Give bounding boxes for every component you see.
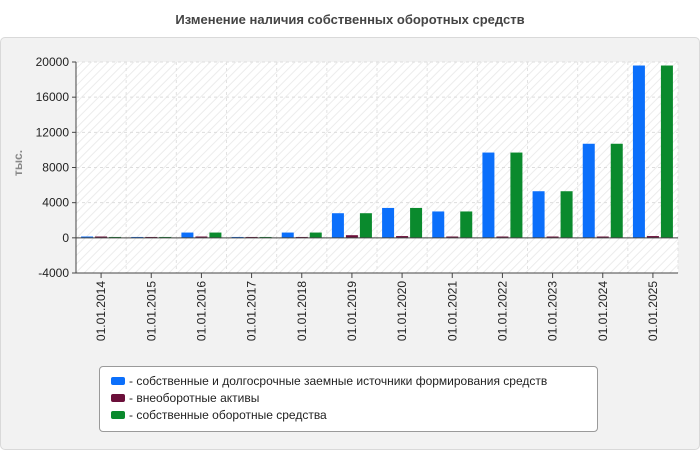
x-tick-label: 01.01.2025	[646, 281, 660, 341]
x-tick-label: 01.01.2016	[194, 281, 208, 341]
y-tick-labels: -4000 0 4000 8000 12000 16000 20000	[36, 55, 76, 280]
bar-series-3[interactable]	[610, 143, 623, 238]
legend-swatch-working-capital	[111, 411, 125, 419]
legend: - собственные и долгосрочные заемные ист…	[99, 366, 598, 432]
x-tick-label: 01.01.2020	[395, 281, 409, 341]
x-tick-label: 01.01.2023	[546, 281, 560, 341]
bar-series-1[interactable]	[81, 236, 94, 238]
bar-series-2[interactable]	[546, 236, 559, 238]
y-tick-label: 8000	[42, 161, 69, 175]
bar-series-1[interactable]	[432, 211, 445, 238]
x-tick-label: 01.01.2021	[445, 281, 459, 341]
bar-series-1[interactable]	[331, 213, 344, 238]
legend-label: - собственные и долгосрочные заемные ист…	[129, 374, 548, 388]
bar-series-2[interactable]	[446, 236, 459, 238]
y-tick-label: 20000	[36, 55, 70, 69]
bar-series-1[interactable]	[382, 207, 395, 238]
bar-series-3[interactable]	[560, 191, 573, 238]
bar-series-3[interactable]	[359, 213, 372, 238]
y-tick-label: 16000	[36, 90, 70, 104]
bar-series-2[interactable]	[596, 236, 609, 238]
chart-title: Изменение наличия собственных оборотных …	[175, 12, 525, 27]
y-axis-label: тыс.	[11, 150, 25, 176]
bar-series-1[interactable]	[181, 232, 194, 238]
x-tick-label: 01.01.2018	[295, 281, 309, 341]
bar-series-2[interactable]	[396, 236, 409, 238]
x-tick-label: 01.01.2019	[345, 281, 359, 341]
bar-series-group	[81, 65, 673, 238]
bar-series-2[interactable]	[345, 235, 358, 238]
legend-item-sources[interactable]: - собственные и долгосрочные заемные ист…	[100, 374, 597, 391]
x-tick-label: 01.01.2024	[596, 281, 610, 341]
bar-series-1[interactable]	[482, 152, 495, 238]
bar-series-3[interactable]	[410, 207, 423, 238]
x-tick-label: 01.01.2015	[144, 281, 158, 341]
bar-series-2[interactable]	[195, 236, 208, 238]
x-tick-label: 01.01.2017	[245, 281, 259, 341]
y-tick-label: 12000	[36, 125, 70, 139]
legend-item-noncurrent-assets[interactable]: - внеоборотные активы	[100, 391, 597, 408]
y-tick-label: -4000	[38, 266, 69, 280]
legend-swatch-noncurrent-assets	[111, 394, 125, 402]
bar-series-2[interactable]	[646, 236, 659, 238]
x-tick-label: 01.01.2022	[495, 281, 509, 341]
bar-series-2[interactable]	[95, 236, 108, 238]
legend-item-working-capital[interactable]: - собственные оборотные средства	[100, 408, 597, 425]
legend-label: - собственные оборотные средства	[129, 408, 327, 422]
bar-series-1[interactable]	[281, 232, 294, 238]
legend-label: - внеоборотные активы	[129, 391, 260, 405]
x-tick-labels: 01.01.2014 01.01.2015 01.01.2016 01.01.2017…	[94, 273, 660, 341]
bar-series-3[interactable]	[510, 152, 523, 238]
bar-series-3[interactable]	[309, 232, 322, 238]
bar-series-3[interactable]	[209, 232, 222, 238]
bar-series-1[interactable]	[532, 191, 545, 238]
bar-series-3[interactable]	[660, 65, 673, 238]
bar-series-1[interactable]	[582, 143, 595, 238]
y-tick-label: 4000	[42, 196, 69, 210]
bar-series-1[interactable]	[632, 65, 645, 238]
legend-swatch-sources	[111, 377, 125, 385]
x-tick-label: 01.01.2014	[94, 281, 108, 341]
bar-series-2[interactable]	[496, 236, 509, 238]
y-tick-label: 0	[62, 231, 69, 245]
bar-series-3[interactable]	[460, 211, 473, 238]
